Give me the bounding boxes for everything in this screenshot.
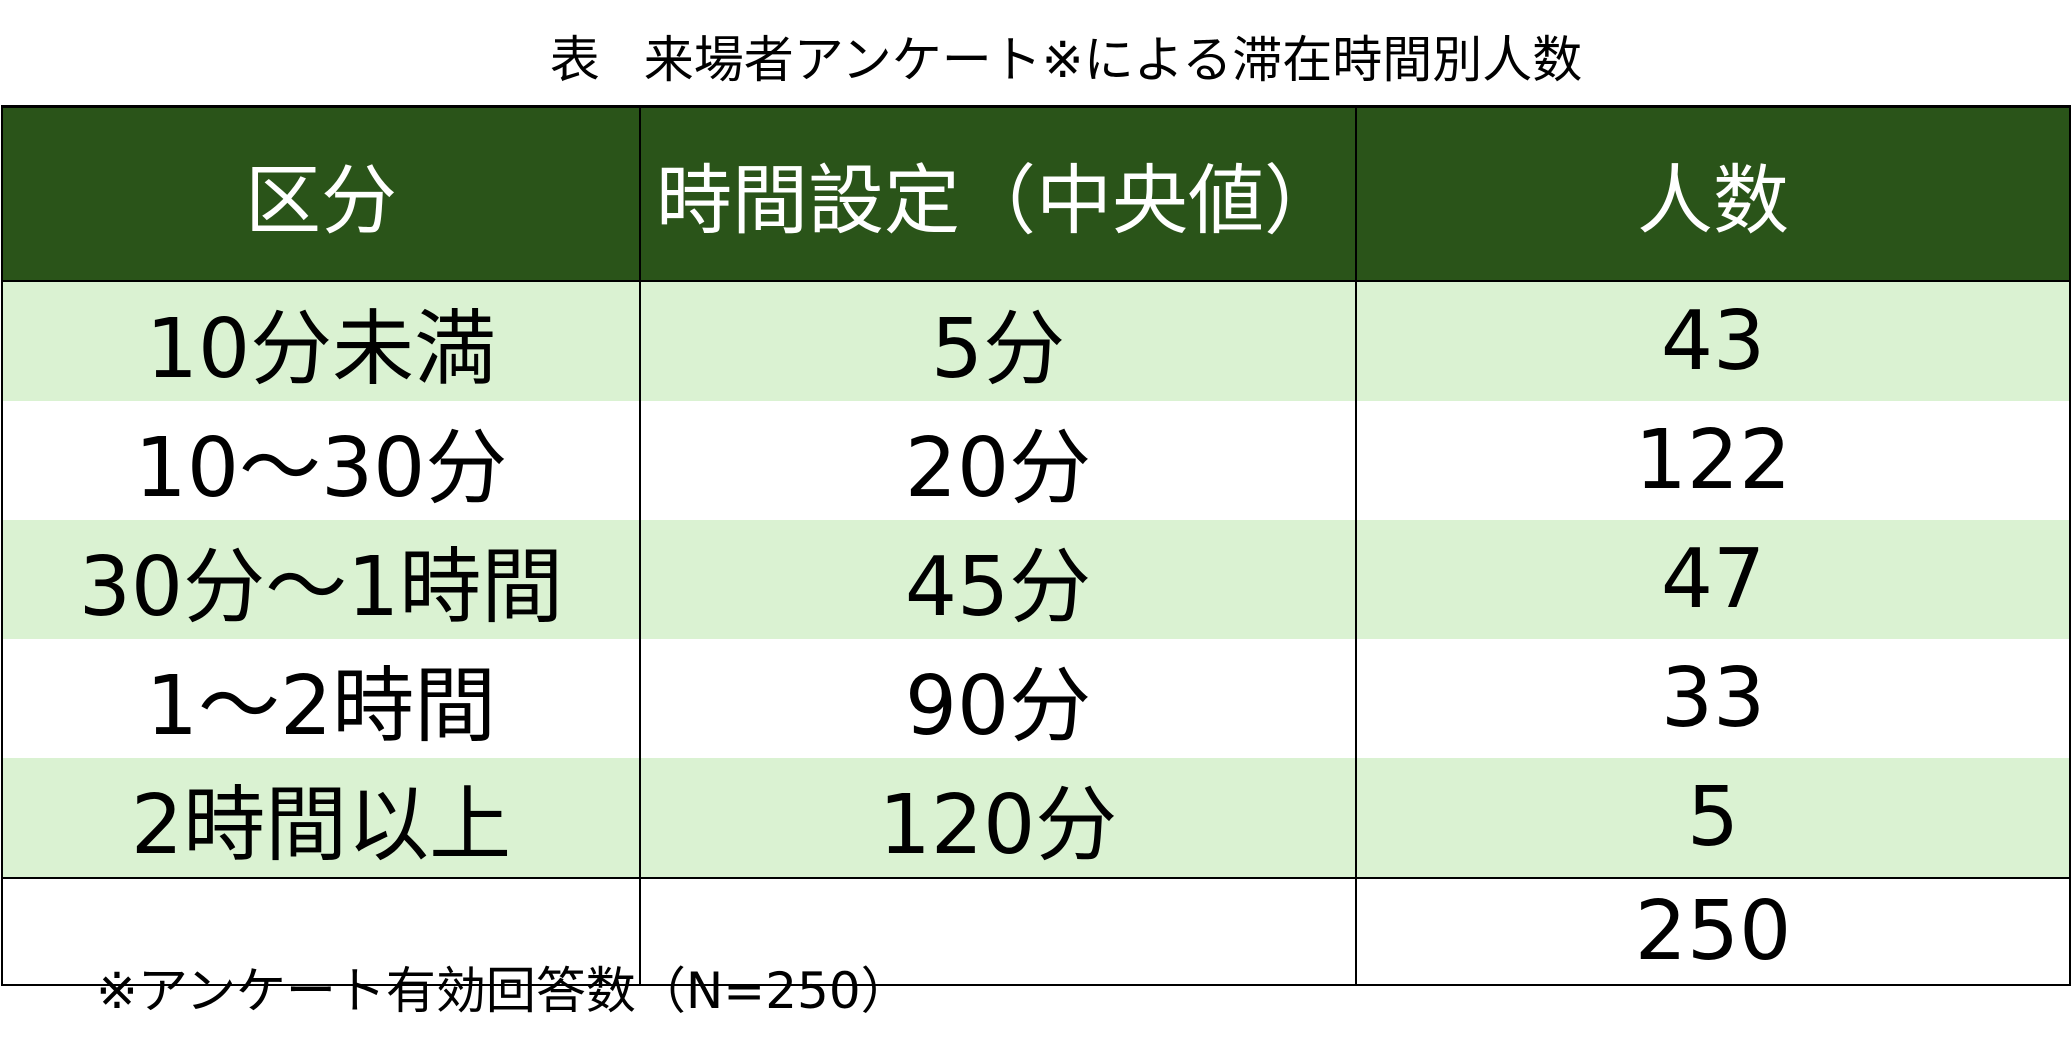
total-count: 250 (1355, 877, 2071, 986)
cell-count: 43 (1355, 281, 2071, 401)
cell-category: 2時間以上 (1, 758, 641, 879)
header-time-setting: 時間設定（中央値） (639, 105, 1357, 282)
header-category: 区分 (1, 105, 641, 282)
total-category (1, 877, 641, 986)
table-title-text: 来場者アンケート※による滞在時間別人数 (643, 31, 1583, 89)
cell-time-setting: 20分 (639, 401, 1357, 520)
cell-time-setting: 45分 (639, 520, 1357, 639)
cell-category: 1～2時間 (1, 639, 641, 758)
stay-duration-table: 区分 時間設定（中央値） 人数 10分未満 5分 43 10～30分 20分 1… (1, 105, 2071, 986)
table-row: 10～30分 20分 122 (1, 401, 2071, 520)
table-row: 1～2時間 90分 33 (1, 639, 2071, 758)
cell-count: 122 (1355, 401, 2071, 520)
cell-category: 10～30分 (1, 401, 641, 520)
cell-count: 47 (1355, 520, 2071, 639)
total-time-setting (639, 877, 1357, 986)
header-count: 人数 (1355, 105, 2071, 282)
table-row: 10分未満 5分 43 (1, 281, 2071, 401)
cell-time-setting: 5分 (639, 281, 1357, 401)
cell-count: 5 (1355, 758, 2071, 879)
cell-time-setting: 90分 (639, 639, 1357, 758)
cell-count: 33 (1355, 639, 2071, 758)
table-header-row: 区分 時間設定（中央値） 人数 (1, 105, 2071, 282)
table-title: 表来場者アンケート※による滞在時間別人数 (0, 24, 2072, 96)
footnote: ※アンケート有効回答数（N=250） (96, 962, 911, 1020)
cell-category: 10分未満 (1, 281, 641, 401)
cell-time-setting: 120分 (639, 758, 1357, 879)
table-row: 2時間以上 120分 5 (1, 758, 2071, 879)
cell-category: 30分～1時間 (1, 520, 641, 639)
table-title-label: 表 (549, 31, 600, 89)
total-row: 250 (1, 877, 2071, 986)
table-row: 30分～1時間 45分 47 (1, 520, 2071, 639)
